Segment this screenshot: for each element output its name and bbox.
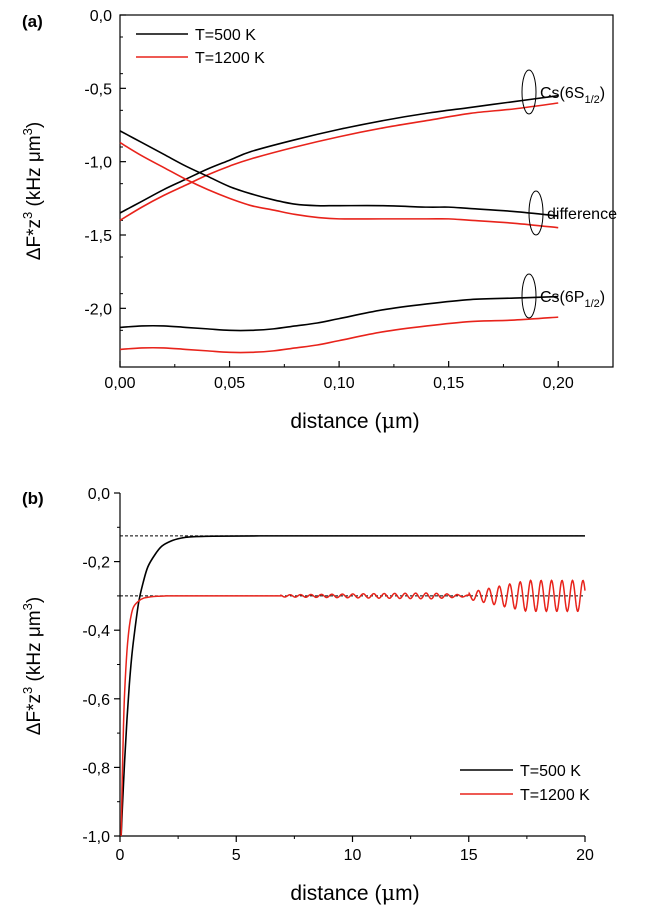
x-tick-label-a: 0,00 [104, 375, 135, 392]
x-axis-title-a: distance (μm) [290, 409, 419, 433]
annotation-ellipse-6s [521, 69, 537, 115]
x-axis-b: 0 5 10 15 20 [116, 836, 594, 864]
plot-frame-a [119, 14, 614, 368]
y-tick-label-b: -0,8 [82, 760, 110, 777]
legend-label-1200K: T=1200 K [195, 50, 265, 67]
y-tick-label-b: -1,0 [82, 829, 110, 846]
y-axis-title-b: ΔF*z3 (kHz μm3) [20, 597, 45, 735]
panel-label-a: (a) [22, 12, 43, 31]
panel-a: (a) 0,0 -0,5 -1,0 -1,5 -2,0 0,00 0,05 0,10 0,15… [20, 8, 617, 433]
series-line-b-1 [120, 579, 586, 837]
y-tick-label-b: -0,6 [82, 692, 110, 709]
y-tick-label-a: -1,5 [84, 228, 112, 245]
x-tick-label-b: 5 [232, 847, 241, 864]
legend-label-500K-b: T=500 K [520, 763, 581, 780]
x-tick-label-b: 15 [460, 847, 478, 864]
series-group-b [120, 535, 586, 837]
x-tick-label-a: 0,05 [214, 375, 245, 392]
series-line-a-0 [119, 94, 559, 214]
y-tick-label-a: -0,5 [84, 81, 112, 98]
series-line-a-4 [119, 295, 559, 332]
annotation-difference: difference [547, 206, 617, 223]
x-tick-label-b: 20 [576, 847, 594, 864]
y-tick-label-a: 0,0 [90, 8, 112, 25]
x-tick-label-a: 0,15 [433, 375, 464, 392]
panel-b: (b) 0,0 -0,2 -0,4 -0,6 -0,8 -1,0 0 5 10 15 20 T=5… [20, 486, 594, 905]
legend-b: T=500 K T=1200 K [460, 763, 590, 804]
series-line-a-5 [119, 316, 559, 354]
x-axis-title-b: distance (μm) [290, 881, 419, 905]
legend-a: T=500 K T=1200 K [136, 27, 265, 67]
series-line-b-0 [120, 535, 585, 837]
series-line-a-2 [119, 130, 559, 217]
panel-label-b: (b) [22, 489, 44, 508]
y-tick-label-b: -0,4 [82, 623, 110, 640]
annotation-ellipse-6p [521, 273, 537, 319]
y-tick-label-a: -2,0 [84, 301, 112, 318]
annotation-6s: Cs(6S1/2) [540, 85, 605, 106]
y-tick-label-b: -0,2 [82, 555, 110, 572]
series-group-a [119, 94, 559, 354]
legend-label-1200K-b: T=1200 K [520, 787, 590, 804]
y-tick-label-b: 0,0 [88, 486, 110, 503]
y-axis-title-a: ΔF*z3 (kHz μm3) [20, 122, 45, 260]
legend-label-500K: T=500 K [195, 27, 256, 44]
annotation-6p: Cs(6P1/2) [540, 289, 605, 310]
series-line-a-1 [119, 102, 559, 222]
x-tick-label-a: 0,10 [324, 375, 355, 392]
reference-lines-b [120, 535, 585, 597]
y-tick-label-a: -1,0 [84, 155, 112, 172]
x-tick-label-b: 10 [344, 847, 362, 864]
x-tick-label-b: 0 [116, 847, 125, 864]
y-axis-a: 0,0 -0,5 -1,0 -1,5 -2,0 [84, 8, 126, 368]
y-axis-b: 0,0 -0,2 -0,4 -0,6 -0,8 -1,0 [82, 486, 120, 846]
series-line-a-3 [119, 141, 559, 229]
annotation-ellipse-difference [528, 190, 544, 236]
x-axis-a: 0,00 0,05 0,10 0,15 0,20 [104, 361, 614, 392]
x-tick-label-a: 0,20 [543, 375, 574, 392]
